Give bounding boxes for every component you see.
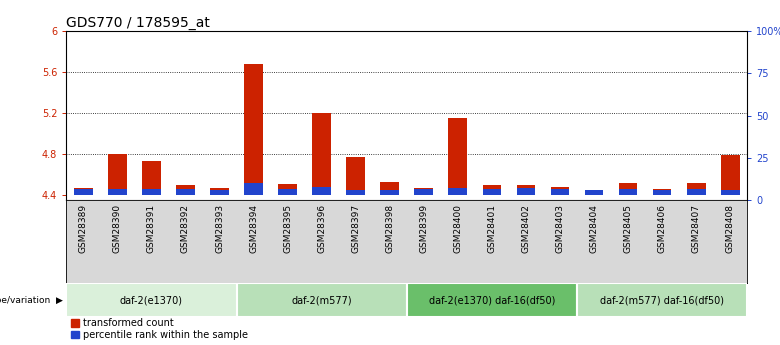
Text: daf-2(e1370): daf-2(e1370) xyxy=(120,295,183,305)
Bar xyxy=(687,183,706,195)
Bar xyxy=(74,189,93,195)
Bar xyxy=(653,190,672,195)
Bar xyxy=(483,185,502,195)
Bar xyxy=(142,161,161,195)
Bar xyxy=(516,185,535,195)
Text: GSM28397: GSM28397 xyxy=(351,204,360,253)
Bar xyxy=(585,190,604,195)
Text: GSM28406: GSM28406 xyxy=(658,204,667,253)
Bar xyxy=(483,189,502,195)
Bar xyxy=(448,118,467,195)
Text: GSM28407: GSM28407 xyxy=(692,204,700,253)
Bar xyxy=(210,188,229,195)
Bar xyxy=(407,283,577,317)
Bar xyxy=(176,189,195,195)
Text: GSM28392: GSM28392 xyxy=(181,204,190,253)
Text: GSM28408: GSM28408 xyxy=(725,204,735,253)
Bar xyxy=(448,188,467,195)
Text: GDS770 / 178595_at: GDS770 / 178595_at xyxy=(66,16,210,30)
Text: GSM28395: GSM28395 xyxy=(283,204,292,253)
Bar xyxy=(585,192,604,195)
Bar xyxy=(66,283,236,317)
Bar xyxy=(312,187,331,195)
Bar xyxy=(619,183,637,195)
Bar xyxy=(687,189,706,195)
Text: GSM28399: GSM28399 xyxy=(420,204,428,253)
Bar xyxy=(108,189,126,195)
Text: GSM28405: GSM28405 xyxy=(623,204,633,253)
Text: GSM28404: GSM28404 xyxy=(590,204,598,253)
Bar xyxy=(244,64,263,195)
Bar xyxy=(577,283,747,317)
Bar xyxy=(381,190,399,195)
Bar xyxy=(278,189,297,195)
Text: GSM28403: GSM28403 xyxy=(555,204,565,253)
Text: GSM28391: GSM28391 xyxy=(147,204,156,253)
Bar xyxy=(551,189,569,195)
Bar xyxy=(236,283,407,317)
Bar xyxy=(176,185,195,195)
Bar xyxy=(516,188,535,195)
Text: GSM28400: GSM28400 xyxy=(453,204,463,253)
Bar xyxy=(312,113,331,195)
Text: GSM28398: GSM28398 xyxy=(385,204,394,253)
Bar xyxy=(346,157,365,195)
Bar xyxy=(414,189,433,195)
Bar xyxy=(244,183,263,195)
Text: daf-2(e1370) daf-16(df50): daf-2(e1370) daf-16(df50) xyxy=(429,295,555,305)
Bar xyxy=(346,190,365,195)
Text: GSM28390: GSM28390 xyxy=(113,204,122,253)
Text: GSM28393: GSM28393 xyxy=(215,204,224,253)
Text: genotype/variation  ▶: genotype/variation ▶ xyxy=(0,296,62,305)
Text: daf-2(m577): daf-2(m577) xyxy=(292,295,352,305)
Text: daf-2(m577) daf-16(df50): daf-2(m577) daf-16(df50) xyxy=(600,295,724,305)
Bar xyxy=(414,188,433,195)
Bar xyxy=(74,188,93,195)
Bar xyxy=(381,182,399,195)
Bar xyxy=(619,189,637,195)
Bar xyxy=(210,190,229,195)
Text: GSM28401: GSM28401 xyxy=(488,204,496,253)
Bar xyxy=(653,189,672,195)
Bar xyxy=(278,184,297,195)
Bar xyxy=(721,155,739,195)
Bar xyxy=(108,154,126,195)
Bar xyxy=(721,190,739,195)
Text: GSM28402: GSM28402 xyxy=(522,204,530,253)
Bar xyxy=(551,187,569,195)
Text: GSM28394: GSM28394 xyxy=(249,204,258,253)
Text: GSM28389: GSM28389 xyxy=(79,204,88,253)
Bar xyxy=(142,189,161,195)
Legend: transformed count, percentile rank within the sample: transformed count, percentile rank withi… xyxy=(71,318,248,340)
Text: GSM28396: GSM28396 xyxy=(317,204,326,253)
